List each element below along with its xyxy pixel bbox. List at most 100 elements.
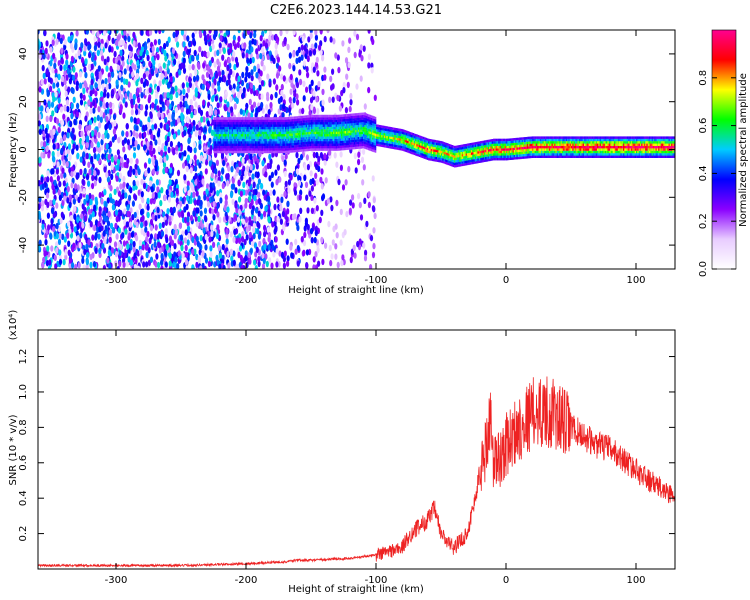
heatmap-noise-cell <box>71 262 75 269</box>
heatmap-noise-cell <box>231 88 235 95</box>
heatmap-noise-cell <box>289 73 293 81</box>
heatmap-noise-cell <box>52 128 56 135</box>
heatmap-noise-cell <box>191 32 195 39</box>
heatmap-noise-cell <box>198 174 202 181</box>
heatmap-noise-cell <box>222 264 226 269</box>
heatmap-noise-cell <box>233 228 237 236</box>
heatmap-noise-cell <box>65 99 70 106</box>
heatmap-noise-cell <box>72 74 76 82</box>
heatmap-noise-cell <box>116 164 120 171</box>
heatmap-noise-cell <box>41 183 45 190</box>
heatmap-noise-cell <box>157 261 161 269</box>
heatmap-noise-cell <box>136 117 140 125</box>
heatmap-noise-cell <box>40 141 44 148</box>
heatmap-noise-cell <box>101 83 105 90</box>
heatmap-noise-cell <box>89 90 93 97</box>
heatmap-noise-cell <box>52 143 56 150</box>
heatmap-noise-cell <box>234 202 238 209</box>
heatmap-noise-cell <box>312 151 316 159</box>
heatmap-noise-cell <box>279 218 283 225</box>
heatmap-noise-cell <box>68 154 72 161</box>
heatmap-noise-cell <box>323 74 327 81</box>
heatmap-noise-cell <box>253 89 257 97</box>
heatmap-noise-cell <box>111 136 115 143</box>
heatmap-noise-cell <box>192 75 197 83</box>
heatmap-noise-cell <box>85 258 89 266</box>
heatmap-noise-cell <box>230 106 234 113</box>
heatmap-noise-cell <box>256 171 260 178</box>
heatmap-noise-cell <box>120 94 124 101</box>
heatmap-noise-cell <box>194 130 198 137</box>
heatmap-noise-cell <box>107 72 111 79</box>
heatmap-noise-cell <box>225 228 229 235</box>
heatmap-noise-cell <box>178 152 182 159</box>
heatmap-noise-cell <box>252 222 256 229</box>
heatmap-noise-cell <box>221 168 225 175</box>
heatmap-noise-cell <box>362 242 366 249</box>
heatmap-noise-cell <box>346 81 350 89</box>
heatmap-noise-cell <box>141 51 146 59</box>
heatmap-noise-cell <box>292 51 296 58</box>
heatmap-noise-cell <box>213 50 217 57</box>
heatmap-noise-cell <box>158 222 162 229</box>
heatmap-noise-cell <box>205 71 210 78</box>
heatmap-noise-cell <box>224 194 228 201</box>
heatmap-noise-cell <box>165 189 169 196</box>
heatmap-noise-cell <box>241 218 246 225</box>
heatmap-noise-cell <box>239 245 243 252</box>
heatmap-noise-cell <box>150 68 154 75</box>
heatmap-noise-cell <box>370 67 374 74</box>
heatmap-noise-cell <box>149 233 153 240</box>
heatmap-noise-cell <box>90 78 94 86</box>
heatmap-noise-cell <box>181 82 185 89</box>
heatmap-noise-cell <box>278 65 282 72</box>
heatmap-noise-cell <box>59 137 63 144</box>
heatmap-noise-cell <box>215 159 219 166</box>
heatmap-noise-cell <box>129 92 133 99</box>
heatmap-noise-cell <box>242 87 246 94</box>
heatmap-noise-cell <box>120 76 124 83</box>
heatmap-noise-cell <box>116 64 120 72</box>
heatmap-noise-cell <box>121 232 125 239</box>
heatmap-noise-cell <box>88 124 92 131</box>
heatmap-noise-cell <box>263 224 267 232</box>
heatmap-noise-cell <box>233 43 237 50</box>
heatmap-noise-cell <box>193 49 197 57</box>
heatmap-noise-cell <box>183 150 187 157</box>
heatmap-noise-cell <box>357 151 361 158</box>
heatmap-noise-cell <box>285 216 289 223</box>
heatmap-noise-cell <box>275 248 279 255</box>
heatmap-noise-cell <box>344 57 349 64</box>
heatmap-noise-cell <box>94 82 98 89</box>
heatmap-noise-cell <box>241 157 245 164</box>
heatmap-noise-cell <box>85 194 89 201</box>
heatmap-noise-cell <box>141 214 145 222</box>
heatmap-noise-cell <box>255 246 259 253</box>
heatmap-noise-cell <box>84 115 88 122</box>
heatmap-noise-cell <box>142 261 146 268</box>
heatmap-noise-cell <box>282 75 286 82</box>
heatmap-noise-cell <box>142 182 147 189</box>
heatmap-noise-cell <box>219 197 223 204</box>
heatmap-noise-cell <box>229 42 233 50</box>
heatmap-noise-cell <box>186 225 191 232</box>
heatmap-noise-cell <box>123 153 127 161</box>
heatmap-noise-cell <box>133 53 138 60</box>
heatmap-noise-cell <box>226 101 230 108</box>
heatmap-noise-cell <box>256 183 260 190</box>
heatmap-noise-cell <box>198 129 202 137</box>
heatmap-noise-cell <box>92 99 96 107</box>
heatmap-noise-cell <box>179 234 184 241</box>
heatmap-noise-cell <box>111 227 115 234</box>
heatmap-noise-cell <box>145 49 149 57</box>
heatmap-noise-cell <box>126 64 130 72</box>
heatmap-noise-cell <box>43 250 47 257</box>
heatmap-noise-cell <box>317 260 321 267</box>
heatmap-noise-cell <box>94 129 98 136</box>
heatmap-noise-cell <box>108 236 112 244</box>
heatmap-noise-cell <box>47 152 51 159</box>
heatmap-noise-cell <box>300 236 304 243</box>
heatmap-noise-cell <box>174 229 178 236</box>
heatmap-noise-cell <box>76 152 80 159</box>
heatmap-noise-cell <box>84 71 88 79</box>
